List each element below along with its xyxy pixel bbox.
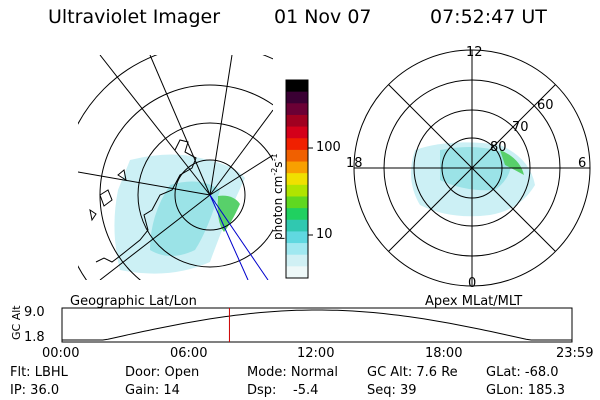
colorbar-segment xyxy=(286,184,308,197)
glon-field: GLon: 185.3 xyxy=(486,383,566,398)
flt-field: Flt: LBHL xyxy=(10,365,68,380)
geographic-caption: Geographic Lat/Lon xyxy=(70,294,197,309)
colorbar-segment xyxy=(286,266,308,279)
gc-alt-field: GC Alt: 7.6 Re xyxy=(367,365,458,380)
colorbar-segment xyxy=(286,138,308,151)
colorbar-segment xyxy=(286,161,308,174)
ip-field: IP: 36.0 xyxy=(10,383,60,398)
time-label: 07:52:47 UT xyxy=(430,6,547,28)
mlt-label-left: 18 xyxy=(346,156,363,171)
xtick-0000: 00:00 xyxy=(42,346,80,361)
colorbar-segment xyxy=(286,231,308,244)
lat-label-80: 80 xyxy=(490,140,507,155)
seq-field: Seq: 39 xyxy=(367,383,417,398)
colorbar-segment xyxy=(286,80,308,93)
dsp-label: Dsp: xyxy=(247,383,277,398)
mode-field: Mode: Normal xyxy=(247,365,338,380)
dsp-value: -5.4 xyxy=(293,383,319,398)
altitude-ylabel: GC Alt xyxy=(10,305,23,340)
xtick-1800: 18:00 xyxy=(425,346,463,361)
colorbar-tick-low: 10 xyxy=(316,227,333,242)
colorbar-segment xyxy=(286,114,308,128)
glat-field: GLat: -68.0 xyxy=(486,365,559,380)
instrument-title: Ultraviolet Imager xyxy=(48,6,221,28)
mlt-label-bottom: 0 xyxy=(468,276,477,291)
xtick-0600: 06:00 xyxy=(170,346,208,361)
colorbar-segment xyxy=(286,243,308,256)
colorbar-tick-high: 100 xyxy=(316,140,341,155)
lat-label-70: 70 xyxy=(512,120,529,135)
colorbar-segment xyxy=(286,173,308,186)
altitude-ytick-high: 9.0 xyxy=(24,305,45,320)
colorbar-segment xyxy=(286,149,308,163)
colorbar-segment xyxy=(286,219,308,232)
door-field: Door: Open xyxy=(125,365,200,380)
colorbar-segment xyxy=(286,254,308,267)
xtick-1200: 12:00 xyxy=(297,346,335,361)
lat-label-60: 60 xyxy=(537,98,554,113)
coastline xyxy=(95,139,197,263)
altitude-curve xyxy=(62,309,572,341)
xtick-2359: 23:59 xyxy=(556,346,594,361)
mlt-label-top: 12 xyxy=(466,45,483,60)
colorbar-segment xyxy=(286,196,308,209)
gain-field: Gain: 14 xyxy=(125,383,180,398)
colorbar-segment xyxy=(286,91,308,104)
colorbar-segment xyxy=(286,126,308,139)
altitude-ytick-low: 1.8 xyxy=(24,330,45,345)
mlt-label-right: 6 xyxy=(578,156,587,171)
colorbar-segment xyxy=(286,103,308,116)
magnetic-caption: Apex MLat/MLT xyxy=(425,294,523,309)
colorbar-segment xyxy=(286,208,308,221)
date-label: 01 Nov 07 xyxy=(274,6,372,28)
